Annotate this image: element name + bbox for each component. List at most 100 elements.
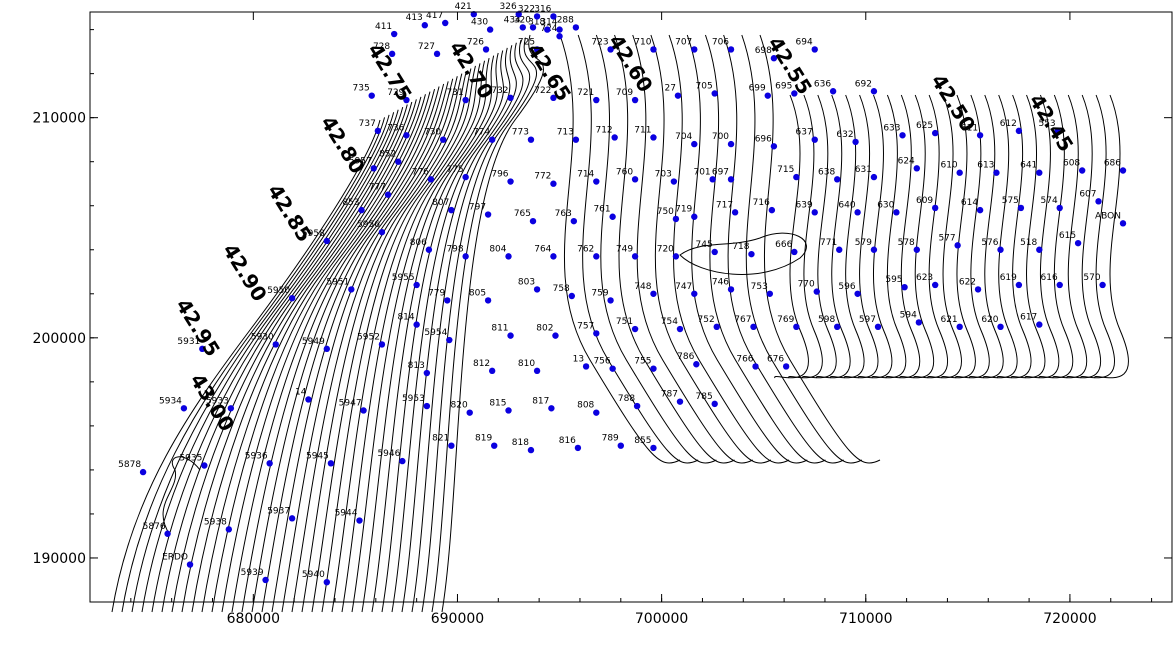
well-label: 5947 — [339, 398, 362, 408]
well-label: 640 — [838, 200, 855, 210]
well-label: 5951 — [326, 277, 349, 287]
well-label: 796 — [491, 170, 508, 180]
contour-line — [131, 114, 390, 613]
well-label: 855 — [634, 436, 651, 446]
contour-line — [816, 94, 851, 379]
well-marker — [548, 405, 555, 412]
well-marker — [533, 46, 541, 53]
well-marker — [519, 24, 526, 31]
well-marker — [533, 13, 541, 20]
well-marker — [552, 332, 559, 339]
well-marker — [650, 290, 657, 297]
well-marker — [711, 90, 718, 97]
well-label: 5937 — [267, 506, 290, 516]
well-marker — [572, 24, 580, 31]
well-label: 761 — [593, 205, 610, 215]
well-label: 725 — [518, 37, 535, 47]
contour-line — [281, 76, 458, 613]
well-label: 812 — [473, 359, 490, 369]
contour-line — [341, 60, 486, 613]
well-marker — [893, 209, 900, 216]
contour-line — [181, 101, 413, 613]
well-marker — [323, 345, 331, 353]
well-label: 787 — [661, 390, 678, 400]
well-marker — [413, 281, 420, 289]
well-label: 434 — [504, 15, 521, 25]
well-label: 811 — [491, 324, 508, 334]
well-marker — [470, 11, 478, 18]
well-marker — [915, 319, 923, 326]
well-label: 804 — [489, 244, 506, 254]
well-marker — [609, 213, 616, 220]
well-marker — [225, 526, 233, 533]
well-marker — [727, 286, 735, 293]
well-label: 762 — [577, 244, 594, 254]
well-marker — [633, 402, 641, 410]
plot-frame — [89, 11, 1173, 603]
well-marker — [931, 281, 939, 289]
contour-lines — [111, 34, 1129, 613]
well-label: 745 — [696, 240, 713, 250]
well-marker — [607, 46, 614, 53]
well-label: 814 — [397, 313, 414, 323]
well-label: 753 — [751, 282, 768, 292]
well-label: 789 — [602, 434, 619, 444]
well-marker — [442, 19, 449, 27]
y-tick-label: 210000 — [33, 111, 86, 127]
well-label: 322 — [518, 4, 535, 14]
well-marker — [550, 253, 557, 260]
well-marker — [378, 228, 386, 236]
well-label: 318 — [528, 18, 545, 28]
well-label: 703 — [655, 170, 672, 180]
well-label: 751 — [616, 317, 633, 327]
well-label: 709 — [616, 88, 633, 98]
contour-line — [1094, 94, 1129, 379]
well-marker — [870, 173, 878, 181]
well-marker — [650, 365, 657, 372]
well-marker — [1119, 220, 1127, 227]
well-marker — [607, 297, 614, 304]
well-marker — [593, 409, 600, 416]
contour-line — [231, 88, 436, 613]
well-label: 773 — [512, 128, 529, 138]
well-label: 632 — [836, 130, 853, 140]
well-label: 636 — [814, 79, 831, 89]
well-label: 766 — [736, 354, 753, 364]
well-marker — [399, 457, 406, 465]
well-marker — [262, 576, 269, 584]
well-label: 625 — [916, 121, 933, 131]
well-marker — [448, 442, 455, 449]
well-label: 853 — [342, 198, 359, 208]
well-label: 666 — [775, 240, 792, 250]
well-label: 596 — [838, 282, 855, 292]
well-marker — [384, 191, 392, 198]
well-label: 722 — [534, 86, 551, 96]
well-marker — [611, 134, 618, 141]
well-label: 5940 — [302, 570, 325, 580]
contour-line — [411, 42, 524, 613]
well-marker — [672, 253, 680, 260]
well-label: 696 — [755, 134, 772, 144]
well-marker — [954, 242, 961, 249]
well-marker — [433, 50, 441, 58]
well-marker — [913, 246, 921, 253]
well-marker — [752, 363, 759, 370]
well-label: 622 — [959, 277, 976, 287]
well-label: 619 — [1000, 273, 1017, 283]
well-label: 633 — [883, 123, 900, 133]
well-marker — [676, 398, 684, 405]
well-label: 5931 — [177, 337, 200, 347]
well-label: 749 — [616, 244, 633, 254]
well-marker — [1095, 198, 1102, 205]
well-label: 5935 — [179, 454, 202, 464]
well-marker — [833, 323, 841, 331]
well-marker — [770, 143, 778, 150]
well-marker — [650, 46, 657, 53]
well-label: 721 — [577, 88, 594, 98]
well-label: 594 — [900, 310, 917, 320]
well-label: 5957 — [349, 156, 372, 166]
well-label: 760 — [616, 167, 633, 177]
contour-line — [201, 96, 422, 613]
well-marker — [427, 176, 435, 183]
